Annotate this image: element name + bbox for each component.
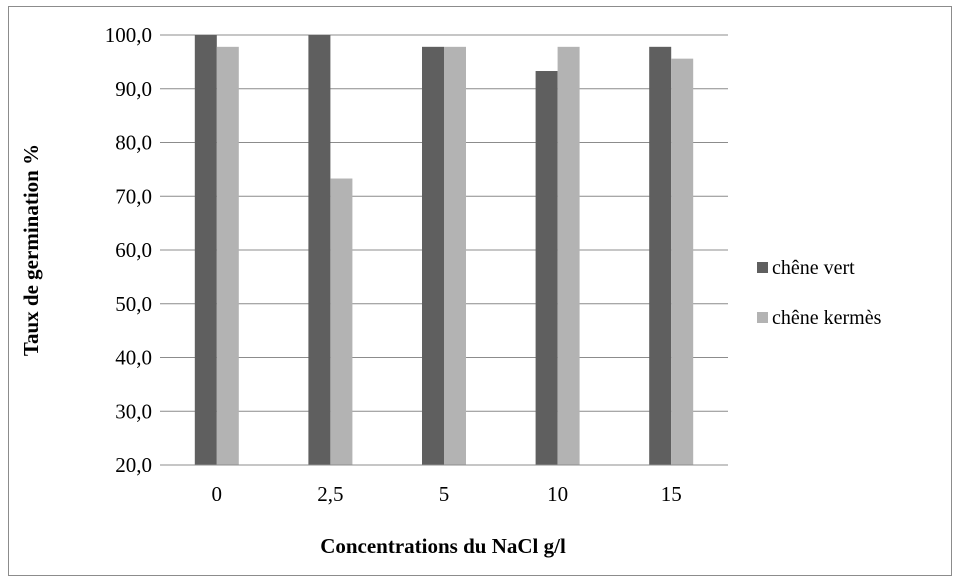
y-tick-label: 100,0 bbox=[105, 23, 152, 47]
bar-chene-vert-1 bbox=[308, 35, 331, 465]
bar-chene-vert-4 bbox=[649, 46, 672, 465]
x-tick-label: 15 bbox=[661, 482, 682, 506]
y-tick-labels: 20,0 30,0 40,0 50,0 60,0 70,0 80,0 90,0 100,0 bbox=[105, 23, 152, 477]
bar-chene-kermes-4 bbox=[671, 58, 694, 466]
legend-label-chene-vert: chêne vert bbox=[772, 257, 855, 279]
x-tick-label: 5 bbox=[439, 482, 450, 506]
x-axis-title: Concentrations du NaCl g/l bbox=[320, 534, 566, 558]
legend: chêne vert chêne kermès bbox=[757, 257, 882, 329]
bar-chene-kermes-3 bbox=[557, 46, 580, 465]
y-tick-label: 50,0 bbox=[115, 292, 152, 316]
x-tick-label: 0 bbox=[212, 482, 223, 506]
bar-chene-vert-0 bbox=[194, 35, 217, 465]
y-tick-label: 90,0 bbox=[115, 77, 152, 101]
x-tick-label: 10 bbox=[547, 482, 568, 506]
y-tick-label: 40,0 bbox=[115, 346, 152, 370]
y-axis-title: Taux de germination % bbox=[19, 144, 43, 356]
bar-chene-kermes-1 bbox=[330, 178, 353, 465]
legend-swatch-chene-kermes bbox=[757, 312, 768, 323]
bar-chene-vert-2 bbox=[422, 46, 444, 465]
x-tick-label: 2,5 bbox=[317, 482, 343, 506]
bar-chene-kermes-0 bbox=[216, 46, 239, 465]
y-tick-label: 80,0 bbox=[115, 131, 152, 155]
y-tick-label: 60,0 bbox=[115, 238, 152, 262]
bars bbox=[194, 35, 694, 466]
chart-frame bbox=[8, 6, 952, 576]
bar-chene-kermes-2 bbox=[444, 46, 466, 465]
legend-swatch-chene-vert bbox=[757, 262, 768, 273]
x-tick-labels: 0 2,5 5 10 15 bbox=[212, 482, 682, 506]
y-tick-label: 20,0 bbox=[115, 453, 152, 477]
y-tick-label: 70,0 bbox=[115, 184, 152, 208]
bar-chene-vert-3 bbox=[535, 71, 558, 465]
legend-label-chene-kermes: chêne kermès bbox=[772, 307, 882, 329]
y-tick-label: 30,0 bbox=[115, 399, 152, 423]
